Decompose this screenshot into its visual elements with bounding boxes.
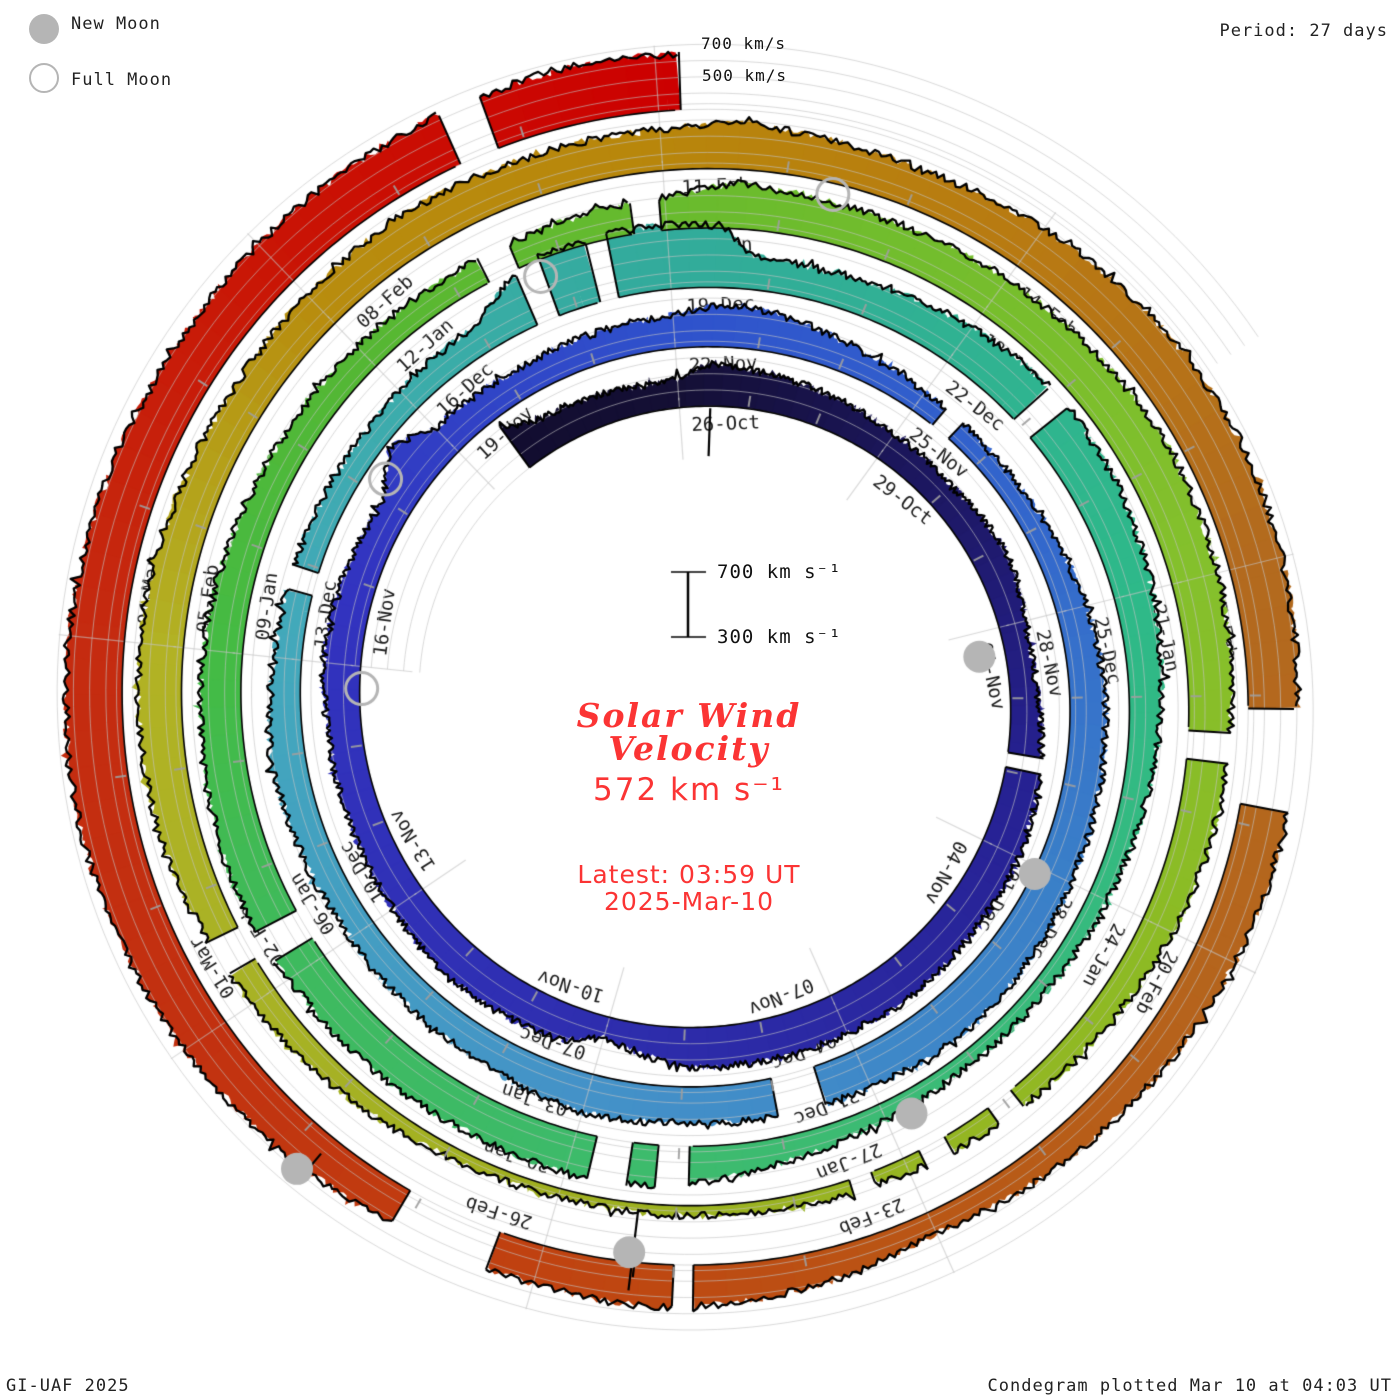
latest-time-label: Latest: 03:59 UT [577,860,801,889]
new-moon-label: New Moon [71,14,161,34]
center-scale-700: 700 km s⁻¹ [717,561,842,583]
credit-label: GI-UAF 2025 [6,1376,130,1396]
full-moon-label: Full Moon [71,70,173,90]
chart-title-line2: Velocity [608,729,770,768]
outer-scale-700: 700 km/s [701,34,787,53]
period-label: Period: 27 days [1219,21,1388,41]
center-scale-300: 300 km s⁻¹ [717,626,842,648]
latest-date-label: 2025-Mar-10 [603,887,775,916]
new-moon-icon [29,14,59,44]
plotted-time-label: Condegram plotted Mar 10 at 04:03 UT [987,1376,1392,1396]
current-velocity-value: 572 km s⁻¹ [593,772,785,808]
full-moon-icon [29,63,59,93]
outer-scale-500: 500 km/s [702,66,788,85]
chart-title-line1: Solar Wind [576,696,802,735]
